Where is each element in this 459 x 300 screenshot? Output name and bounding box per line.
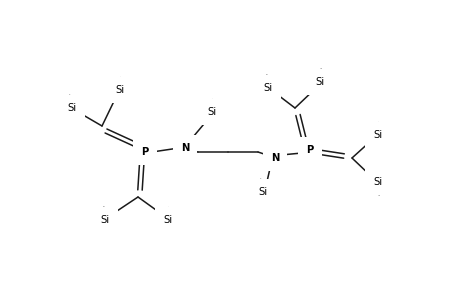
Text: Si: Si [163, 215, 172, 225]
Text: Si: Si [207, 107, 216, 117]
Text: Si: Si [263, 83, 272, 93]
Text: Si: Si [373, 177, 382, 187]
Text: P: P [306, 145, 313, 155]
Text: Si: Si [258, 187, 267, 197]
Text: P: P [141, 147, 148, 157]
Text: Si: Si [115, 85, 124, 95]
Text: Si: Si [100, 215, 109, 225]
Text: N: N [180, 143, 189, 153]
Text: Si: Si [67, 103, 76, 113]
Text: Si: Si [315, 77, 324, 87]
Text: Si: Si [373, 130, 382, 140]
Text: N: N [270, 153, 279, 163]
